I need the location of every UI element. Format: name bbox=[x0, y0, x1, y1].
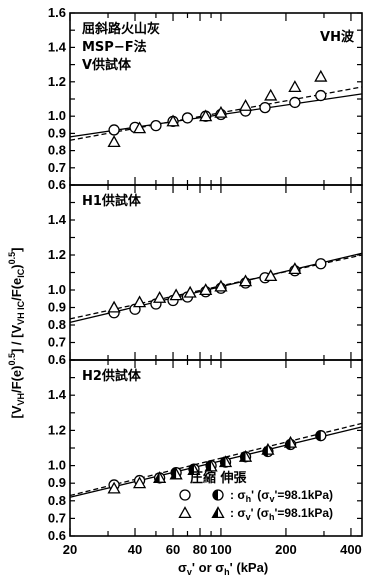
data-point-triangle-fill bbox=[188, 464, 194, 475]
data-point-triangle bbox=[166, 114, 180, 127]
data-point-triangle-fill bbox=[212, 507, 218, 518]
data-point-triangle bbox=[178, 506, 192, 519]
y-tick-label: 0.8 bbox=[48, 143, 66, 158]
y-tick-label: 1.2 bbox=[48, 74, 66, 89]
y-tick-label: 1.2 bbox=[48, 247, 66, 262]
y-tick-label: 1.4 bbox=[48, 212, 67, 227]
y-tick-label: 0.7 bbox=[48, 335, 66, 350]
data-point-triangle-fill bbox=[240, 451, 246, 462]
data-point-circle-fill bbox=[315, 430, 321, 441]
data-point-triangle-fill bbox=[170, 468, 177, 479]
data-point-circle bbox=[259, 101, 271, 114]
y-tick-label: 0.8 bbox=[48, 317, 66, 332]
data-point-triangle bbox=[132, 476, 147, 489]
x-tick-label: 100 bbox=[210, 542, 232, 557]
data-point-triangle-fill bbox=[220, 456, 226, 467]
data-point-circle bbox=[289, 96, 301, 109]
data-point-circle bbox=[179, 489, 191, 501]
data-point-triangle bbox=[153, 291, 167, 303]
y-tick-label: 0.9 bbox=[48, 475, 66, 490]
y-tick-label: 1.0 bbox=[48, 108, 66, 123]
data-point-triangle-fill bbox=[285, 437, 291, 448]
data-point-triangle bbox=[238, 99, 253, 111]
y-tick-label: 1.0 bbox=[48, 282, 66, 297]
data-point-triangle bbox=[199, 283, 213, 296]
data-point-triangle-fill bbox=[154, 472, 160, 483]
data-point-circle-fill bbox=[213, 490, 218, 500]
y-tick-label: 0.9 bbox=[48, 125, 66, 140]
x-tick-label: 60 bbox=[166, 542, 180, 557]
y-tick-label: 1.6 bbox=[48, 5, 66, 20]
data-point-triangle bbox=[214, 279, 228, 292]
x-tick-label: 40 bbox=[128, 542, 142, 557]
y-tick-label: 1.4 bbox=[48, 39, 67, 54]
y-tick-label: 1.0 bbox=[48, 458, 66, 473]
y-tick-label: 0.7 bbox=[48, 510, 66, 525]
y-axis-label: [VVH/F(e)0.5] / [VVH IC/F(eIC)0.5] bbox=[7, 248, 26, 419]
data-point-triangle bbox=[264, 88, 278, 101]
data-point-triangle bbox=[199, 109, 213, 122]
data-point-circle bbox=[150, 120, 162, 132]
y-tick-label: 0.6 bbox=[48, 528, 66, 543]
y-tick-label: 0.9 bbox=[48, 300, 66, 315]
x-tick-label: 200 bbox=[275, 542, 297, 557]
data-point-triangle-fill bbox=[205, 460, 212, 471]
y-tick-label: 0.6 bbox=[48, 352, 66, 367]
data-point-circle bbox=[181, 112, 194, 124]
panel-label: 屈斜路火山灰 bbox=[82, 21, 160, 37]
data-point-triangle bbox=[183, 285, 197, 298]
legend-entry: : σv' (σh'=98.1kPa) bbox=[230, 506, 333, 522]
data-point-triangle bbox=[107, 300, 121, 313]
data-point-triangle bbox=[169, 288, 183, 301]
panel-label: MSP−F法 bbox=[82, 39, 147, 55]
legend-header: 圧縮 伸張 bbox=[190, 470, 248, 486]
data-point-triangle bbox=[107, 481, 121, 494]
data-point-triangle bbox=[314, 69, 328, 82]
x-tick-label: 20 bbox=[63, 542, 77, 557]
panel-label: H2供試体 bbox=[82, 368, 142, 384]
x-tick-label: 80 bbox=[193, 542, 207, 557]
y-tick-label: 0.8 bbox=[48, 493, 66, 508]
data-point-triangle bbox=[107, 135, 121, 148]
data-point-triangle-fill bbox=[262, 444, 268, 455]
y-tick-label: 1.2 bbox=[48, 422, 66, 437]
data-point-triangle bbox=[132, 295, 147, 308]
data-point-triangle bbox=[214, 105, 228, 118]
data-point-circle bbox=[315, 258, 327, 270]
panel-label: V供試体 bbox=[82, 57, 132, 73]
legend-entry: : σh' (σv'=98.1kPa) bbox=[230, 488, 333, 504]
data-point-circle bbox=[315, 89, 327, 102]
data-point-triangle bbox=[288, 262, 302, 275]
panel-annotation: VH波 bbox=[320, 29, 355, 45]
panel-label: H1供試体 bbox=[82, 193, 142, 209]
fit-line-dashed bbox=[69, 254, 363, 320]
data-point-triangle bbox=[132, 121, 147, 134]
x-axis-label: σv' or σh' (kPa) bbox=[178, 560, 268, 577]
data-point-circle bbox=[108, 124, 120, 136]
panel-frame-2 bbox=[69, 184, 363, 361]
data-point-triangle bbox=[288, 80, 302, 93]
y-tick-label: 0.7 bbox=[48, 160, 66, 175]
y-tick-label: 0.6 bbox=[48, 177, 66, 192]
y-tick-label: 1.4 bbox=[48, 387, 67, 402]
data-point-triangle bbox=[264, 269, 278, 282]
x-tick-label: 400 bbox=[340, 542, 362, 557]
data-point-triangle bbox=[238, 274, 253, 287]
